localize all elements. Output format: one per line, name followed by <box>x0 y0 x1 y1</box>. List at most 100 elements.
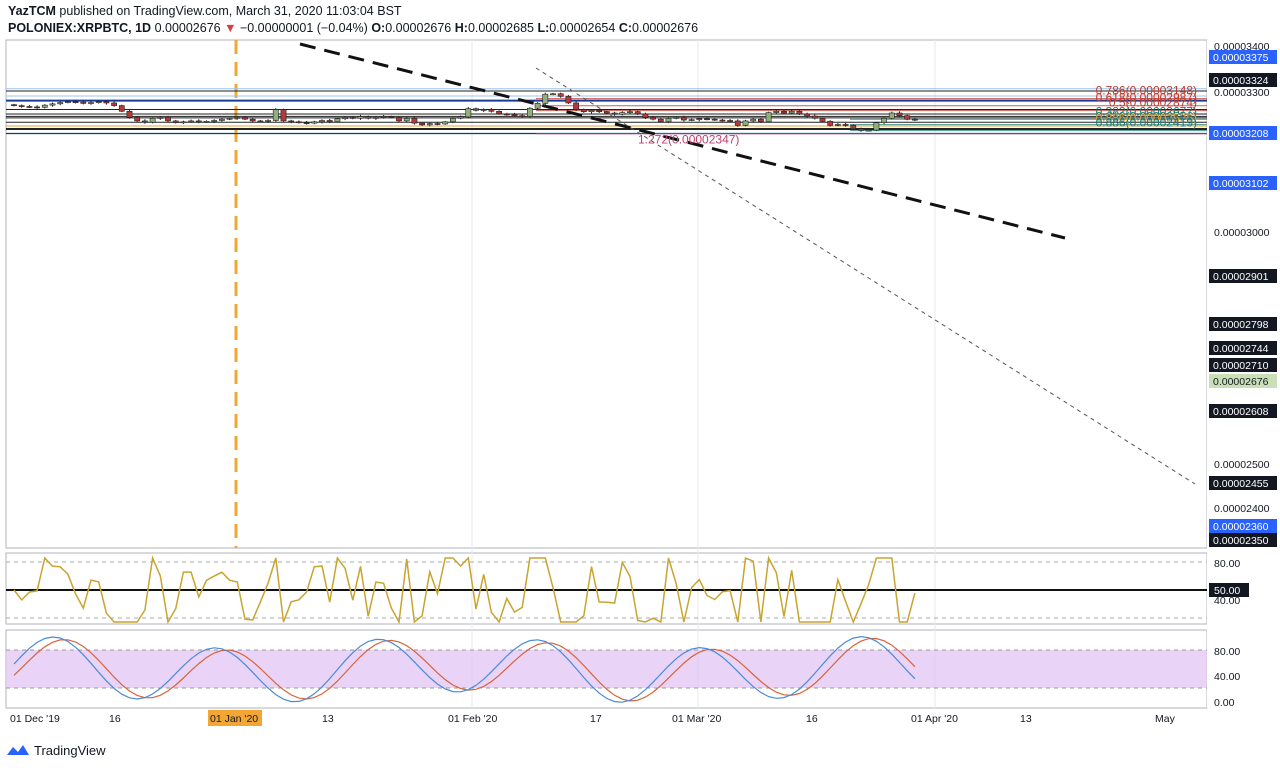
price-label-2: 0.00003208 <box>1213 128 1269 140</box>
candle-body-106 <box>827 121 834 126</box>
candle-body-47 <box>372 117 379 119</box>
fib-label-5: 0.886(0.00002525) <box>1096 111 1197 125</box>
candle-body-10 <box>88 102 94 104</box>
candle-body-76 <box>596 110 603 113</box>
time-label-9: 13 <box>1020 713 1032 725</box>
candle-body-3 <box>34 106 40 109</box>
fib-label-4: 0.618(0.00002556) <box>1096 110 1197 124</box>
ind-label-4: 40.00 <box>1214 671 1240 683</box>
candle-body-0 <box>11 104 17 107</box>
candle-body-97 <box>757 118 764 123</box>
horizontal-levels <box>6 88 1207 135</box>
candle-body-73 <box>573 102 579 110</box>
fib-label-1: 0.618(0.00002987) <box>1096 91 1197 105</box>
fib-label-7: 1.272(0.00002347) <box>638 133 739 147</box>
tradingview-brand[interactable]: TradingView <box>34 742 106 758</box>
candle-body-8 <box>72 101 79 103</box>
candle-body-105 <box>819 117 826 122</box>
fib-label-0: 0.786(0.00003148) <box>1096 84 1197 98</box>
price-label-bg-8 <box>1209 374 1277 388</box>
candle-body-72 <box>565 96 572 104</box>
candle-body-115 <box>896 112 903 116</box>
author-name[interactable]: YazTCM <box>8 4 56 18</box>
candle-body-108 <box>842 124 849 126</box>
candle-body-63 <box>496 110 502 115</box>
time-label-6: 01 Mar '20 <box>672 713 721 725</box>
price-tick-4: 0.00002400 <box>1214 503 1270 515</box>
candle-body-117 <box>911 118 918 121</box>
time-label-3: 13 <box>322 713 334 725</box>
price-label-bg-1 <box>1209 73 1277 87</box>
candle-body-77 <box>603 111 610 114</box>
candle-body-40 <box>319 120 325 123</box>
candle-body-91 <box>711 118 718 121</box>
low-value: 0.00002654 <box>549 21 616 35</box>
candle-body-64 <box>503 113 510 116</box>
time-label-5: 17 <box>590 713 602 725</box>
tradingview-logo-icon[interactable] <box>6 743 30 757</box>
candle-body-19 <box>157 117 164 119</box>
candle-body-103 <box>804 113 810 117</box>
price-label-bg-5 <box>1209 317 1277 331</box>
candle-body-104 <box>811 115 818 119</box>
time-label-10: May <box>1155 713 1176 725</box>
price-label-7: 0.00002710 <box>1213 360 1269 372</box>
price-label-8: 0.00002676 <box>1213 376 1269 388</box>
ind-label-1: 50.00 <box>1214 585 1240 597</box>
candle-body-39 <box>311 121 318 124</box>
candle-body-16 <box>134 117 141 122</box>
candle-body-30 <box>242 117 248 120</box>
price-label-10: 0.00002455 <box>1213 478 1269 490</box>
candle-body-69 <box>542 93 549 104</box>
time-label-1: 16 <box>109 713 121 725</box>
candle-body-14 <box>118 105 125 112</box>
candle-body-12 <box>103 101 110 104</box>
candle-body-31 <box>249 118 256 122</box>
price-label-bg-11 <box>1209 519 1277 533</box>
ind-label-5: 0.00 <box>1214 697 1235 709</box>
price-label-bg-10 <box>1209 476 1277 490</box>
candle-body-88 <box>688 119 695 121</box>
candle-body-34 <box>272 109 279 121</box>
price-label-bg-9 <box>1209 404 1277 418</box>
ind-label-0: 80.00 <box>1214 558 1240 570</box>
symbol-label[interactable]: POLONIEX:XRPBTC, 1D <box>8 21 152 35</box>
candle-body-112 <box>873 122 880 131</box>
candle-body-1 <box>18 105 25 107</box>
time-axis: 01 Dec '19 16 01 Jan '20 13 01 Feb '20 17 01 M… <box>10 710 1176 726</box>
price-tick-3: 0.00002500 <box>1214 459 1270 471</box>
candle-body-89 <box>696 118 703 121</box>
candle-body-113 <box>881 117 887 123</box>
candle-body-92 <box>719 119 726 122</box>
price-label-bg-3 <box>1209 176 1277 190</box>
price-label-11: 0.00002360 <box>1213 521 1269 533</box>
candle-body-84 <box>657 118 664 123</box>
candle-body-41 <box>326 120 333 123</box>
trend-lines <box>299 42 1196 485</box>
close-value: 0.00002676 <box>632 21 699 35</box>
price-tick-1: 0.00003300 <box>1214 87 1270 99</box>
fib-label-2: 0.5(0.00002874) <box>1109 96 1197 110</box>
stoch-band <box>6 650 1207 688</box>
candle-body-24 <box>195 120 202 123</box>
price-label-bg-7 <box>1209 358 1277 372</box>
price-label-bg-12 <box>1209 533 1277 547</box>
candle-body-90 <box>704 118 710 121</box>
candle-body-6 <box>57 102 64 105</box>
candle-body-15 <box>126 110 133 118</box>
open-label: O: <box>371 21 386 35</box>
fib-labels: 0.786(0.00003148)0.618(0.00002987)0.5(0.… <box>638 84 1197 147</box>
last-price: 0.00002676 <box>154 21 221 35</box>
candle-body-100 <box>781 110 787 114</box>
time-label-bg-2 <box>208 710 262 726</box>
candle-body-9 <box>80 101 87 104</box>
candle-body-20 <box>165 117 171 122</box>
stoch-rsi-pane <box>6 635 1207 703</box>
candle-body-29 <box>234 117 241 119</box>
candle-body-56 <box>442 121 449 125</box>
price-label-12: 0.00002350 <box>1213 535 1269 547</box>
candle-body-36 <box>288 120 295 123</box>
price-label-0: 0.00003375 <box>1213 52 1269 64</box>
price-label-bg-2 <box>1209 126 1277 140</box>
